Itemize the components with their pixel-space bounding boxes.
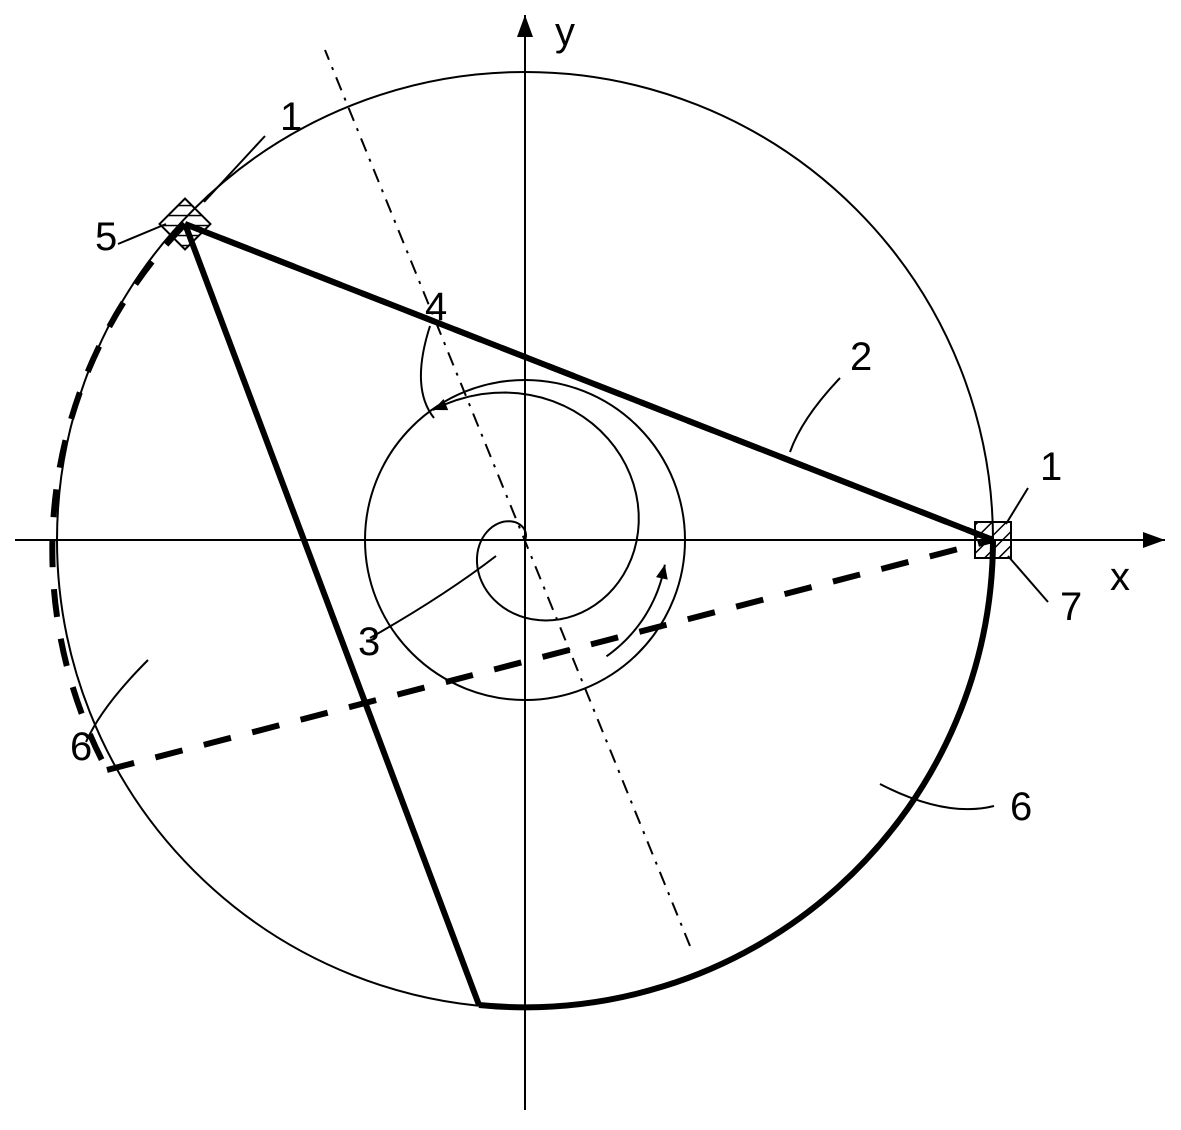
y-axis-arrow xyxy=(517,15,533,37)
label-5: 5 xyxy=(95,215,117,259)
leader-7 xyxy=(1008,556,1048,602)
dashed-edge-bottom xyxy=(107,540,993,770)
label-2: 2 xyxy=(850,335,872,379)
hatched-box-right xyxy=(975,522,1011,558)
dashed-edge-arc xyxy=(52,224,185,770)
leader-2 xyxy=(790,378,840,452)
rotation-indicator xyxy=(606,565,664,657)
leader-1b xyxy=(1006,488,1028,524)
solid-edge-arc xyxy=(479,540,993,1007)
label-1b: 1 xyxy=(1040,445,1062,489)
label-6b: 6 xyxy=(1010,785,1032,829)
solid-edge-left xyxy=(185,224,479,1005)
leader-6a xyxy=(86,660,148,742)
dash-dot-axis xyxy=(325,50,690,946)
leader-5 xyxy=(118,224,166,244)
x-axis-arrow xyxy=(1143,532,1165,548)
label-3: 3 xyxy=(358,620,380,664)
spiral-indicator xyxy=(433,393,639,621)
y-axis-label: y xyxy=(555,10,575,54)
leader-6b xyxy=(880,784,994,809)
rotation-arrow xyxy=(656,565,668,580)
x-axis-label: x xyxy=(1110,555,1130,599)
solid-edge-top xyxy=(185,224,993,540)
label-1a: 1 xyxy=(280,95,302,139)
label-6a: 6 xyxy=(70,725,92,769)
leader-4 xyxy=(421,326,434,418)
label-4: 4 xyxy=(425,285,447,329)
leader-1a xyxy=(204,136,265,202)
label-7: 7 xyxy=(1060,585,1082,629)
